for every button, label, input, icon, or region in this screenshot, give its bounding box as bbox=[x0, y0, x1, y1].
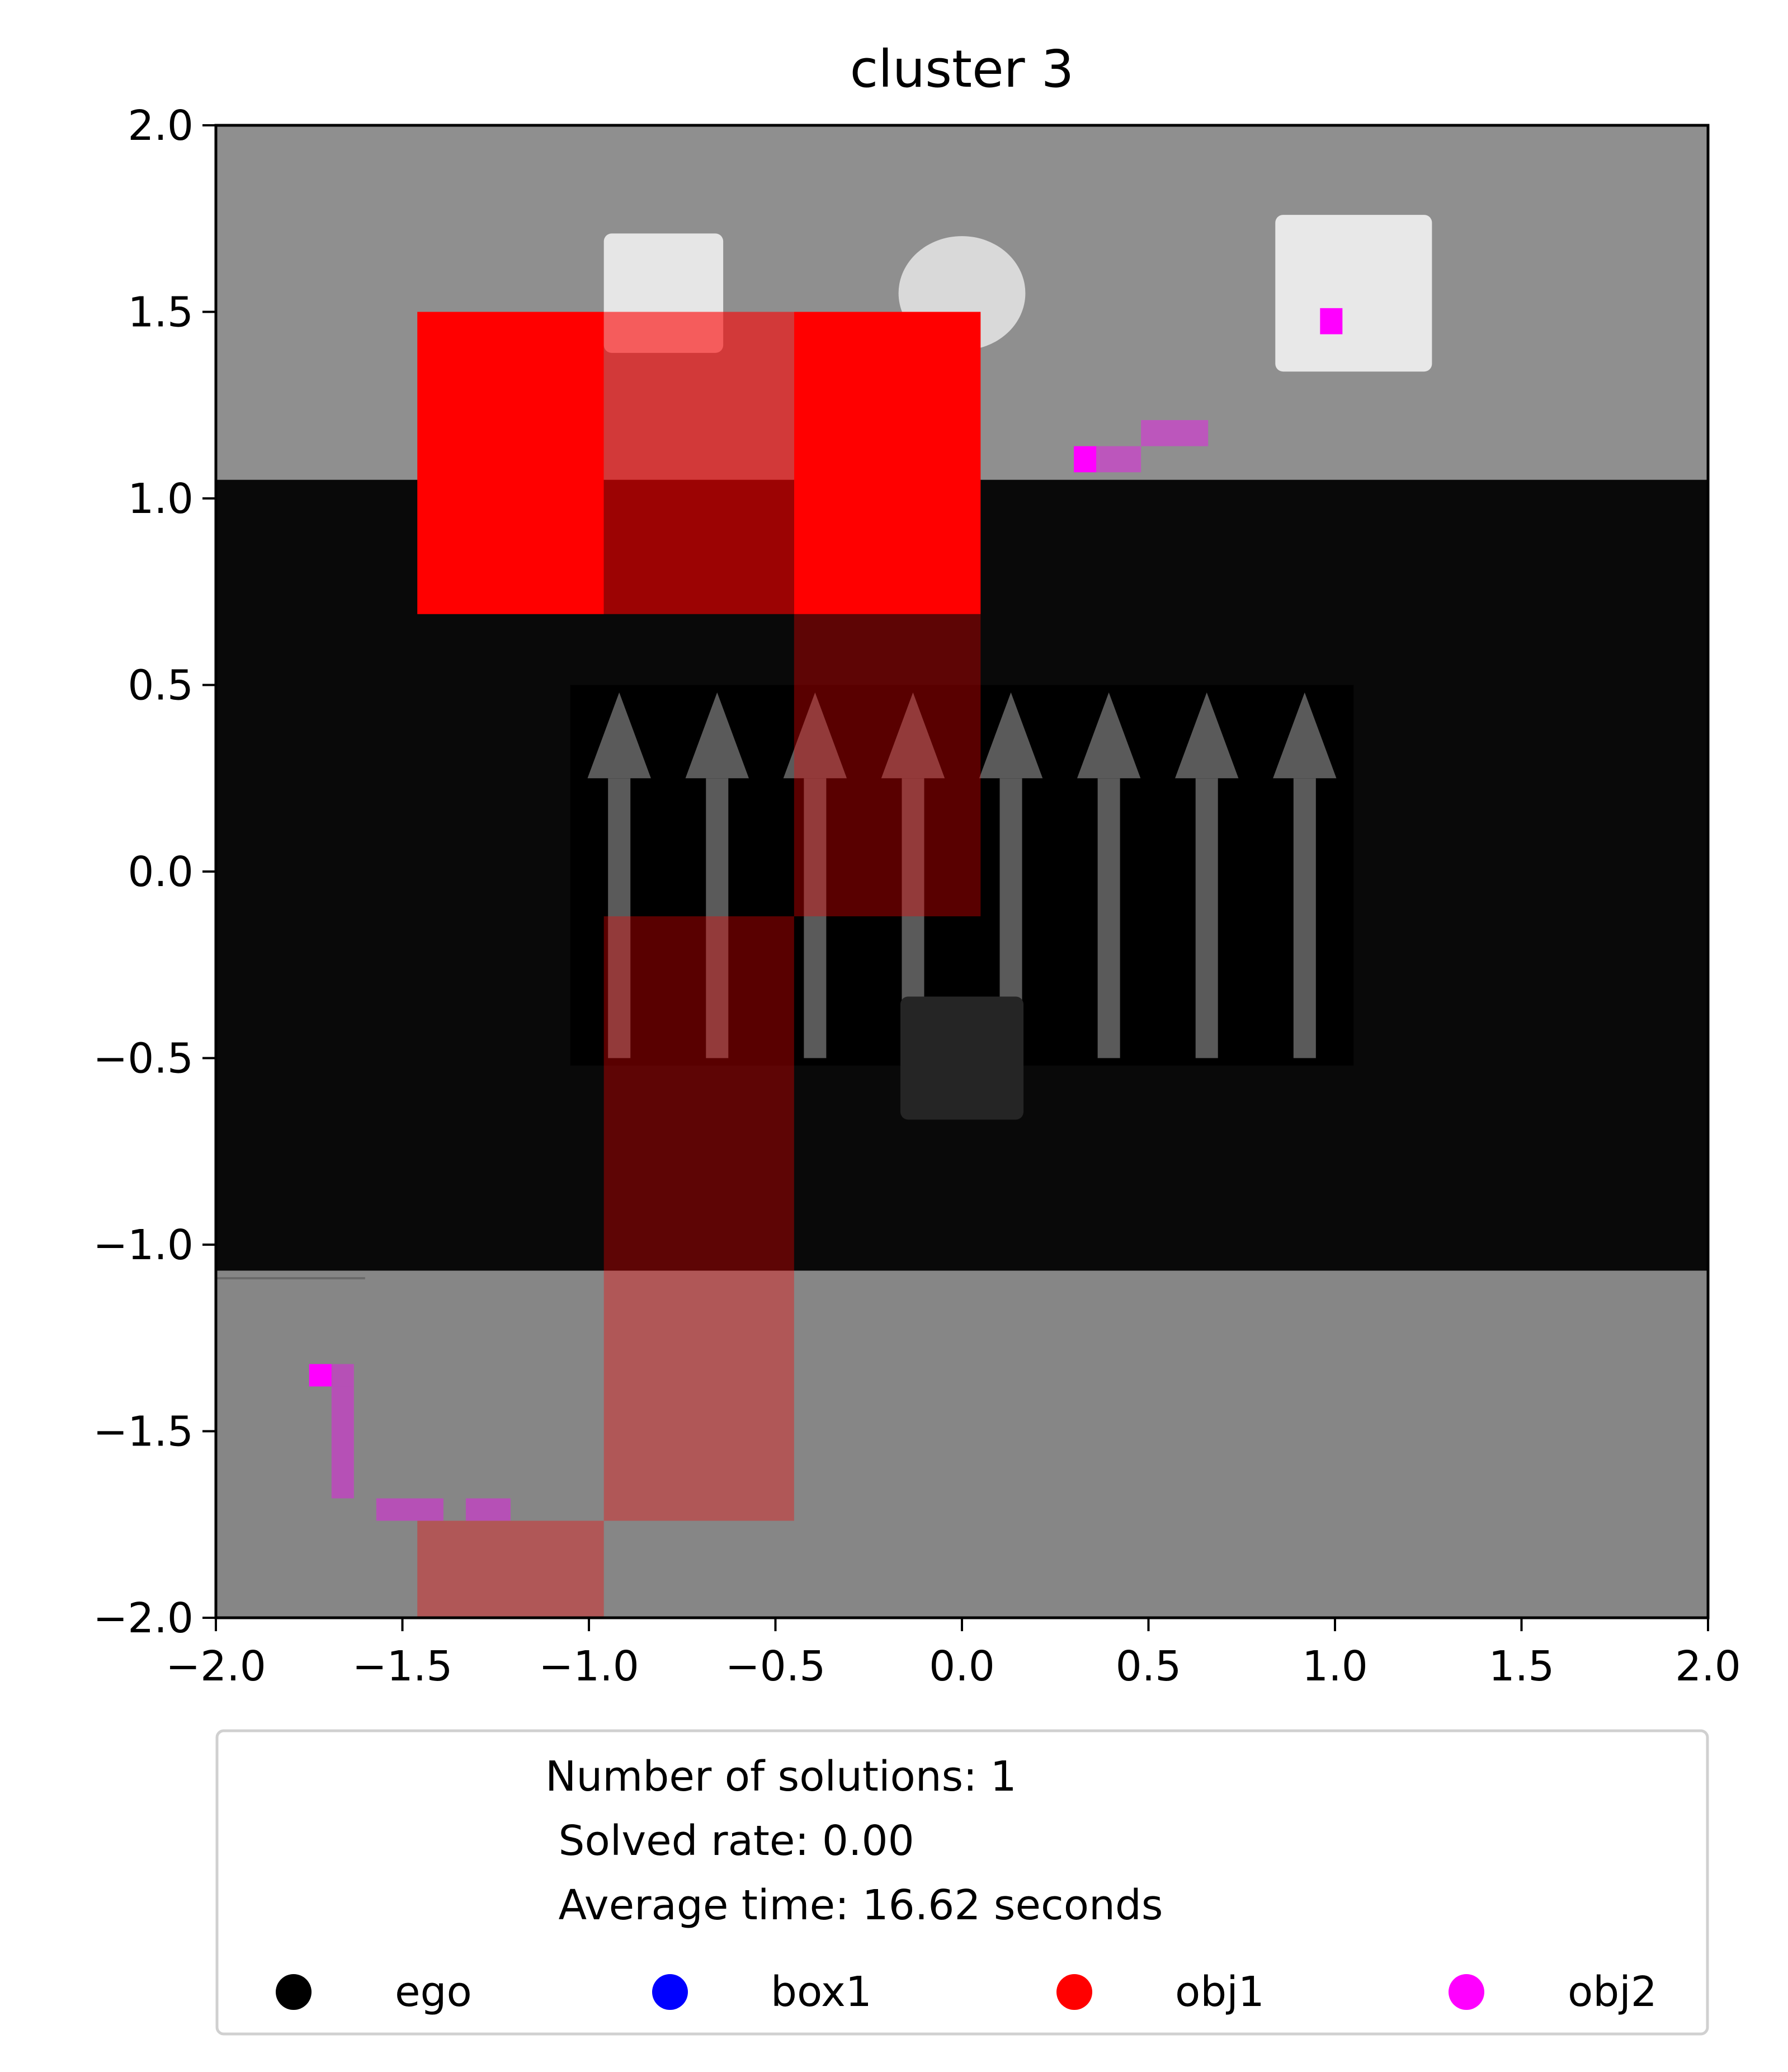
legend-summary-line: Solved rate: 0.00 bbox=[545, 1817, 914, 1865]
legend-summary-line: Average time: 16.62 seconds bbox=[545, 1881, 1163, 1929]
arrow-icon bbox=[685, 692, 749, 1058]
arrow-icon bbox=[783, 692, 847, 1058]
x-axis: −2.0 −1.5 −1.0 −0.5 0.0 0.5 1.0 1.5 2.0 bbox=[166, 1618, 1741, 1690]
plot-area bbox=[216, 125, 1708, 1618]
x-tick-label: −0.5 bbox=[725, 1642, 826, 1690]
y-tick-label: −0.5 bbox=[93, 1035, 194, 1083]
legend-label-obj1: obj1 bbox=[1175, 1968, 1265, 2016]
chart-title: cluster 3 bbox=[850, 39, 1074, 99]
arrow-head bbox=[685, 692, 749, 779]
obj1-cell bbox=[417, 312, 604, 614]
y-tick-label: 0.5 bbox=[128, 662, 194, 710]
arrow-head bbox=[979, 692, 1043, 779]
arrow-head bbox=[881, 692, 945, 779]
x-tick-label: −1.0 bbox=[539, 1642, 639, 1690]
y-axis: 2.0 1.5 1.0 0.5 0.0 −0.5 −1.0 −1.5 −2.0 bbox=[93, 102, 216, 1642]
legend-marker-obj2 bbox=[1449, 1974, 1484, 2010]
x-tick-label: −1.5 bbox=[352, 1642, 453, 1690]
obj2-cell bbox=[331, 1386, 354, 1499]
obj2-cell bbox=[376, 1498, 444, 1521]
legend-box bbox=[215, 1729, 1709, 2036]
x-tick-label: 0.0 bbox=[929, 1642, 995, 1690]
arrow-shaft bbox=[1097, 778, 1120, 1058]
legend-marker-box1 bbox=[652, 1974, 688, 2010]
obj2-cell bbox=[1096, 446, 1141, 473]
y-tick-label: −1.5 bbox=[93, 1408, 194, 1456]
obj2-cell bbox=[331, 1364, 354, 1387]
arrow-shaft bbox=[804, 778, 827, 1058]
floor-region-bottom bbox=[216, 1270, 1708, 1618]
legend-summary-line: Number of solutions: 1 bbox=[545, 1753, 1017, 1801]
arrow-head bbox=[587, 692, 651, 779]
obj1-cell bbox=[603, 312, 794, 614]
y-tick-label: −1.0 bbox=[93, 1221, 194, 1269]
x-tick-label: 1.0 bbox=[1302, 1642, 1368, 1690]
obj2-cell bbox=[1320, 308, 1343, 335]
legend-marker-obj1 bbox=[1056, 1974, 1092, 2010]
arrow-shaft bbox=[1293, 778, 1316, 1058]
legend: Number of solutions: 1 Solved rate: 0.00… bbox=[215, 1729, 1709, 2036]
arrow-icon bbox=[1077, 692, 1141, 1058]
y-tick-label: 2.0 bbox=[128, 102, 194, 150]
obj1-cell bbox=[794, 614, 981, 917]
x-tick-label: 1.5 bbox=[1489, 1642, 1555, 1690]
obj2-cell bbox=[309, 1364, 332, 1387]
legend-label-obj2: obj2 bbox=[1568, 1968, 1657, 2016]
legend-label-box1: box1 bbox=[771, 1968, 872, 2016]
arrow-shaft bbox=[706, 778, 729, 1058]
arrow-head bbox=[1077, 692, 1141, 779]
arrow-head bbox=[1273, 692, 1337, 779]
series-obj2 bbox=[309, 308, 1343, 1521]
legend-marker-ego bbox=[276, 1974, 312, 2010]
cube-object bbox=[1275, 215, 1432, 372]
legend-label-ego: ego bbox=[395, 1968, 472, 2016]
arrow-head bbox=[783, 692, 847, 779]
obj2-cell bbox=[465, 1498, 511, 1521]
occupancy-cells bbox=[309, 308, 1343, 1618]
y-tick-label: 1.5 bbox=[128, 289, 194, 337]
arrow-shaft bbox=[1195, 778, 1218, 1058]
y-tick-label: 1.0 bbox=[128, 475, 194, 523]
arrow-icon bbox=[587, 692, 651, 1058]
x-tick-label: 0.5 bbox=[1116, 1642, 1182, 1690]
obj2-cell bbox=[1141, 420, 1209, 446]
x-tick-label: 2.0 bbox=[1675, 1642, 1741, 1690]
x-tick-label: −2.0 bbox=[166, 1642, 266, 1690]
obj1-cell bbox=[794, 312, 981, 614]
obj2-cell bbox=[1074, 446, 1097, 473]
arrow-shaft bbox=[608, 778, 631, 1058]
y-tick-label: −2.0 bbox=[93, 1594, 194, 1642]
obj1-cell bbox=[603, 916, 794, 1521]
cube-object bbox=[900, 996, 1024, 1120]
arrow-icon bbox=[1175, 692, 1239, 1058]
arrow-head bbox=[1175, 692, 1239, 779]
obj1-cell bbox=[417, 1520, 604, 1618]
series-obj1 bbox=[417, 312, 981, 1618]
y-tick-label: 0.0 bbox=[128, 848, 194, 896]
arrow-icon bbox=[1273, 692, 1337, 1058]
